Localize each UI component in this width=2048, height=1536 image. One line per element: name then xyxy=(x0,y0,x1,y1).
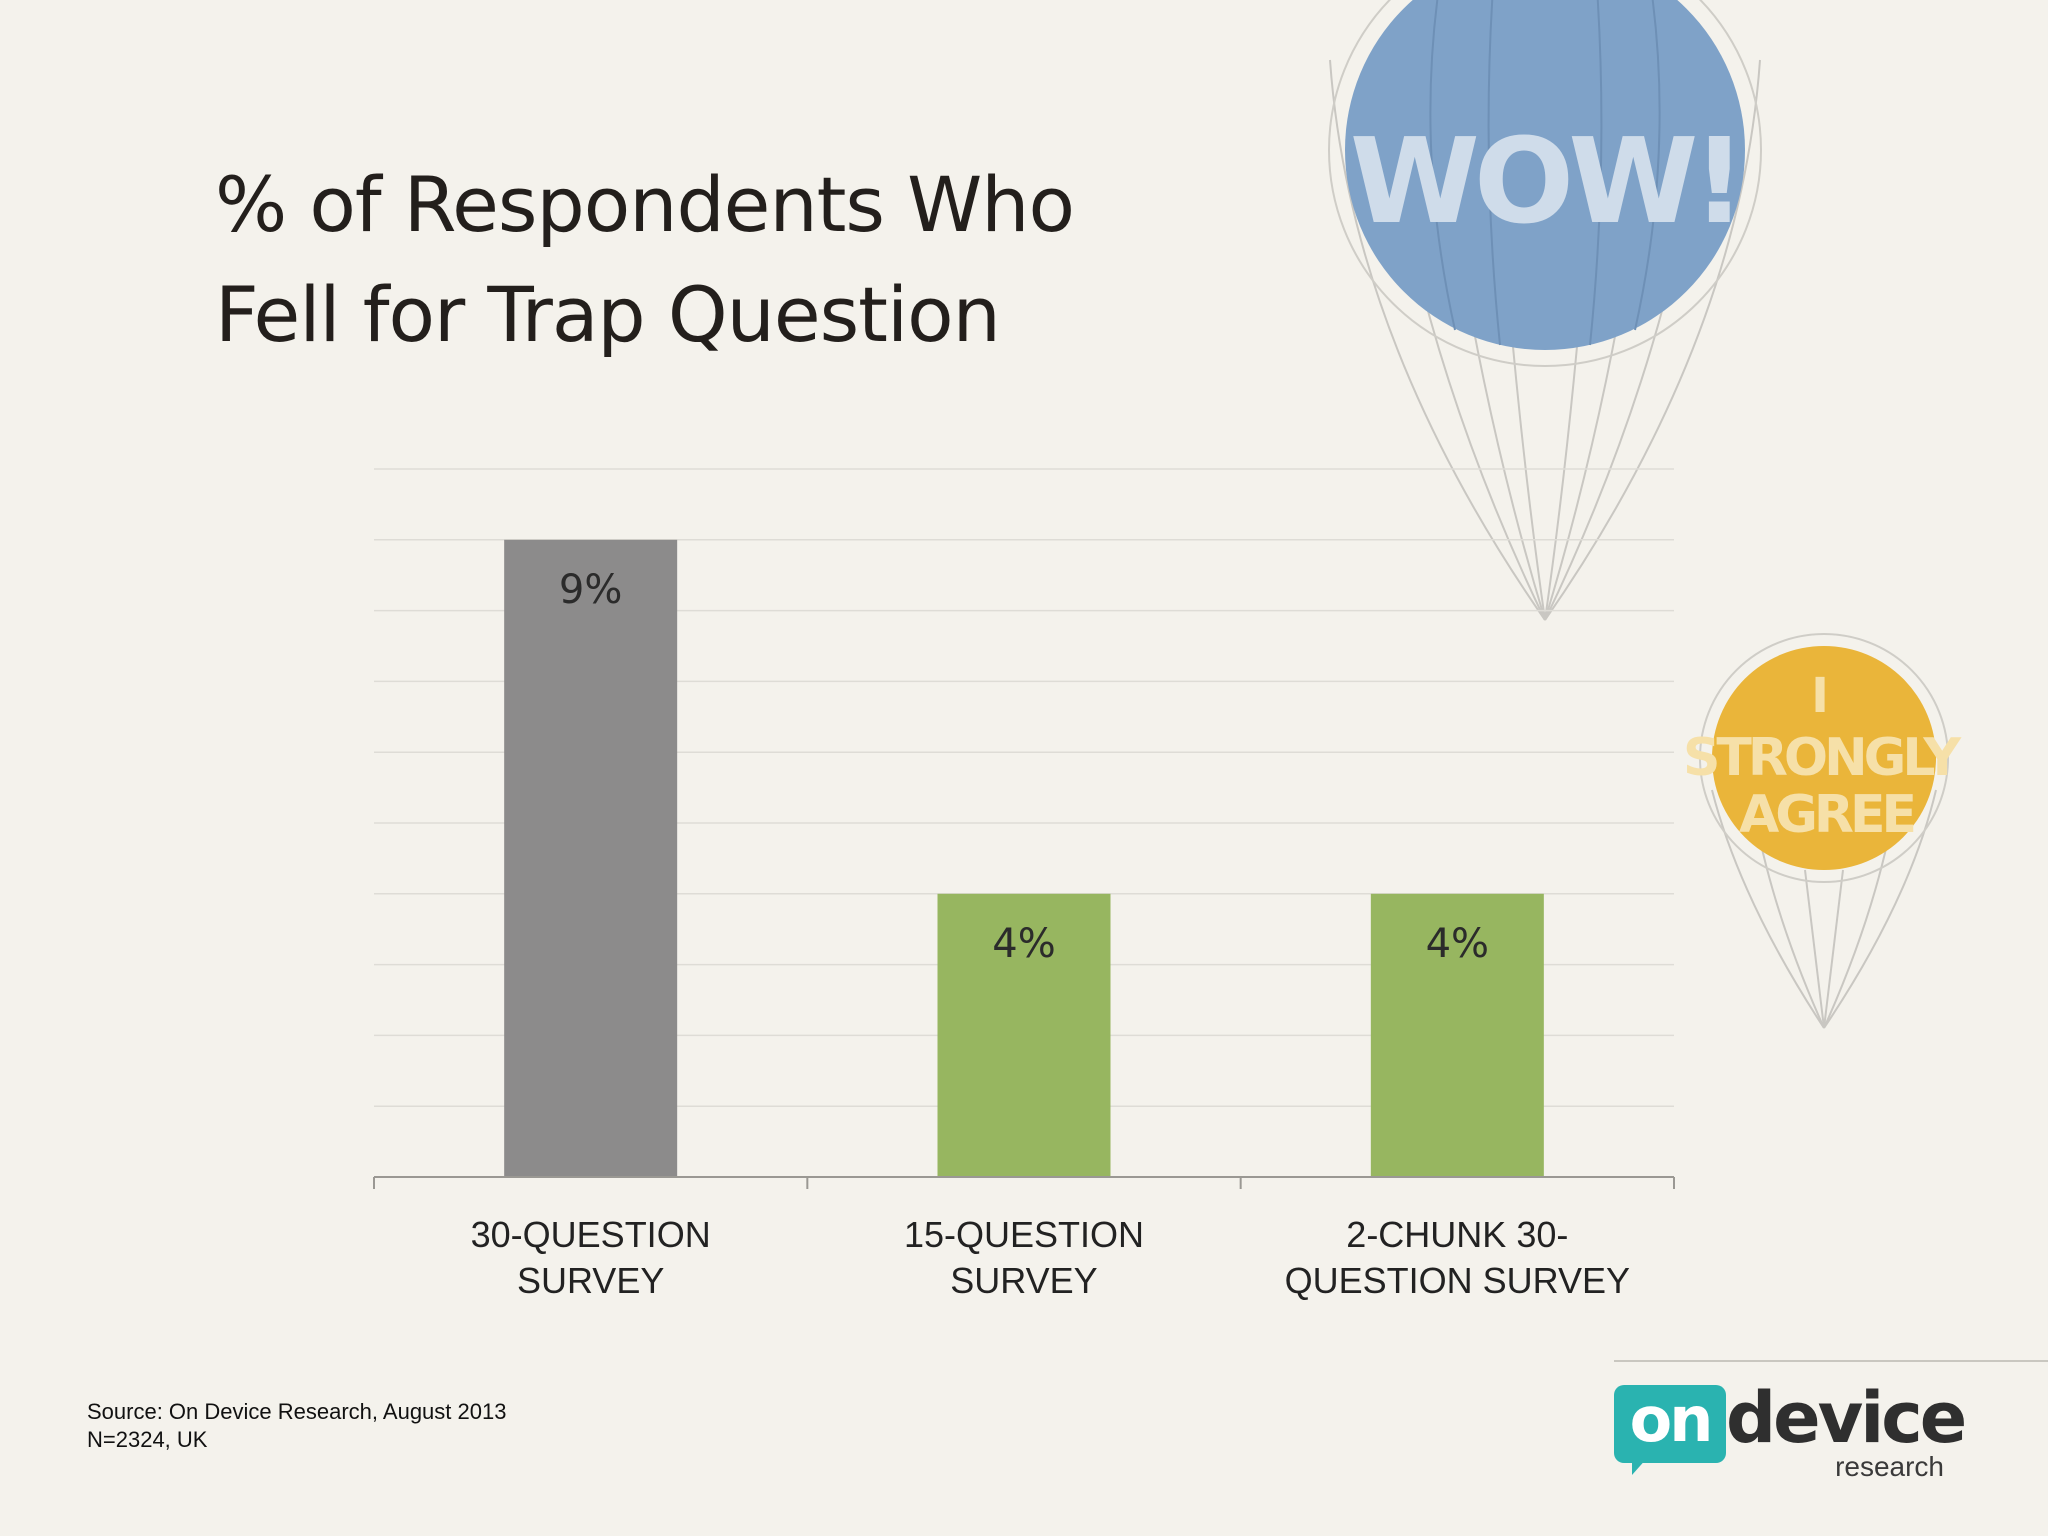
source-note: Source: On Device Research, August 2013 … xyxy=(87,1398,506,1454)
bar xyxy=(504,539,678,1177)
big-balloon xyxy=(1345,0,1745,350)
data-label: 4% xyxy=(992,921,1055,967)
data-label: 4% xyxy=(1426,921,1489,967)
category-label: SURVEY xyxy=(950,1260,1097,1301)
category-label: 30-QUESTION xyxy=(471,1214,711,1255)
small-balloon-text-2: STRONGLY xyxy=(1683,728,1962,788)
page-title: % of Respondents Who Fell for Trap Quest… xyxy=(215,150,1215,370)
logo-speech-tail xyxy=(1632,1457,1648,1475)
small-balloon-text-1: I xyxy=(1811,668,1829,724)
bar xyxy=(937,893,1111,1177)
logo-on-badge: on xyxy=(1614,1385,1726,1463)
small-balloon-strings xyxy=(1711,789,1937,1029)
on-device-logo: on device research xyxy=(1614,1377,1984,1505)
title-line-1: % of Respondents Who xyxy=(215,160,1075,249)
small-balloon-text-3: AGREE xyxy=(1739,785,1913,845)
big-balloon-text: WOW! xyxy=(1350,112,1740,250)
source-line-2: N=2324, UK xyxy=(87,1427,208,1452)
category-label: 2-CHUNK 30- xyxy=(1346,1214,1568,1255)
category-label: QUESTION SURVEY xyxy=(1285,1260,1630,1301)
title-line-2: Fell for Trap Question xyxy=(215,270,1001,359)
data-label: 9% xyxy=(559,567,622,613)
logo-device-text: device xyxy=(1726,1377,1967,1459)
small-balloon xyxy=(1712,646,1936,870)
category-label: 15-QUESTION xyxy=(904,1214,1144,1255)
bar xyxy=(1370,893,1544,1177)
category-label: SURVEY xyxy=(517,1260,664,1301)
logo-research-text: research xyxy=(1835,1451,1944,1482)
logo-divider xyxy=(1614,1360,2048,1362)
source-line-1: Source: On Device Research, August 2013 xyxy=(87,1399,507,1424)
